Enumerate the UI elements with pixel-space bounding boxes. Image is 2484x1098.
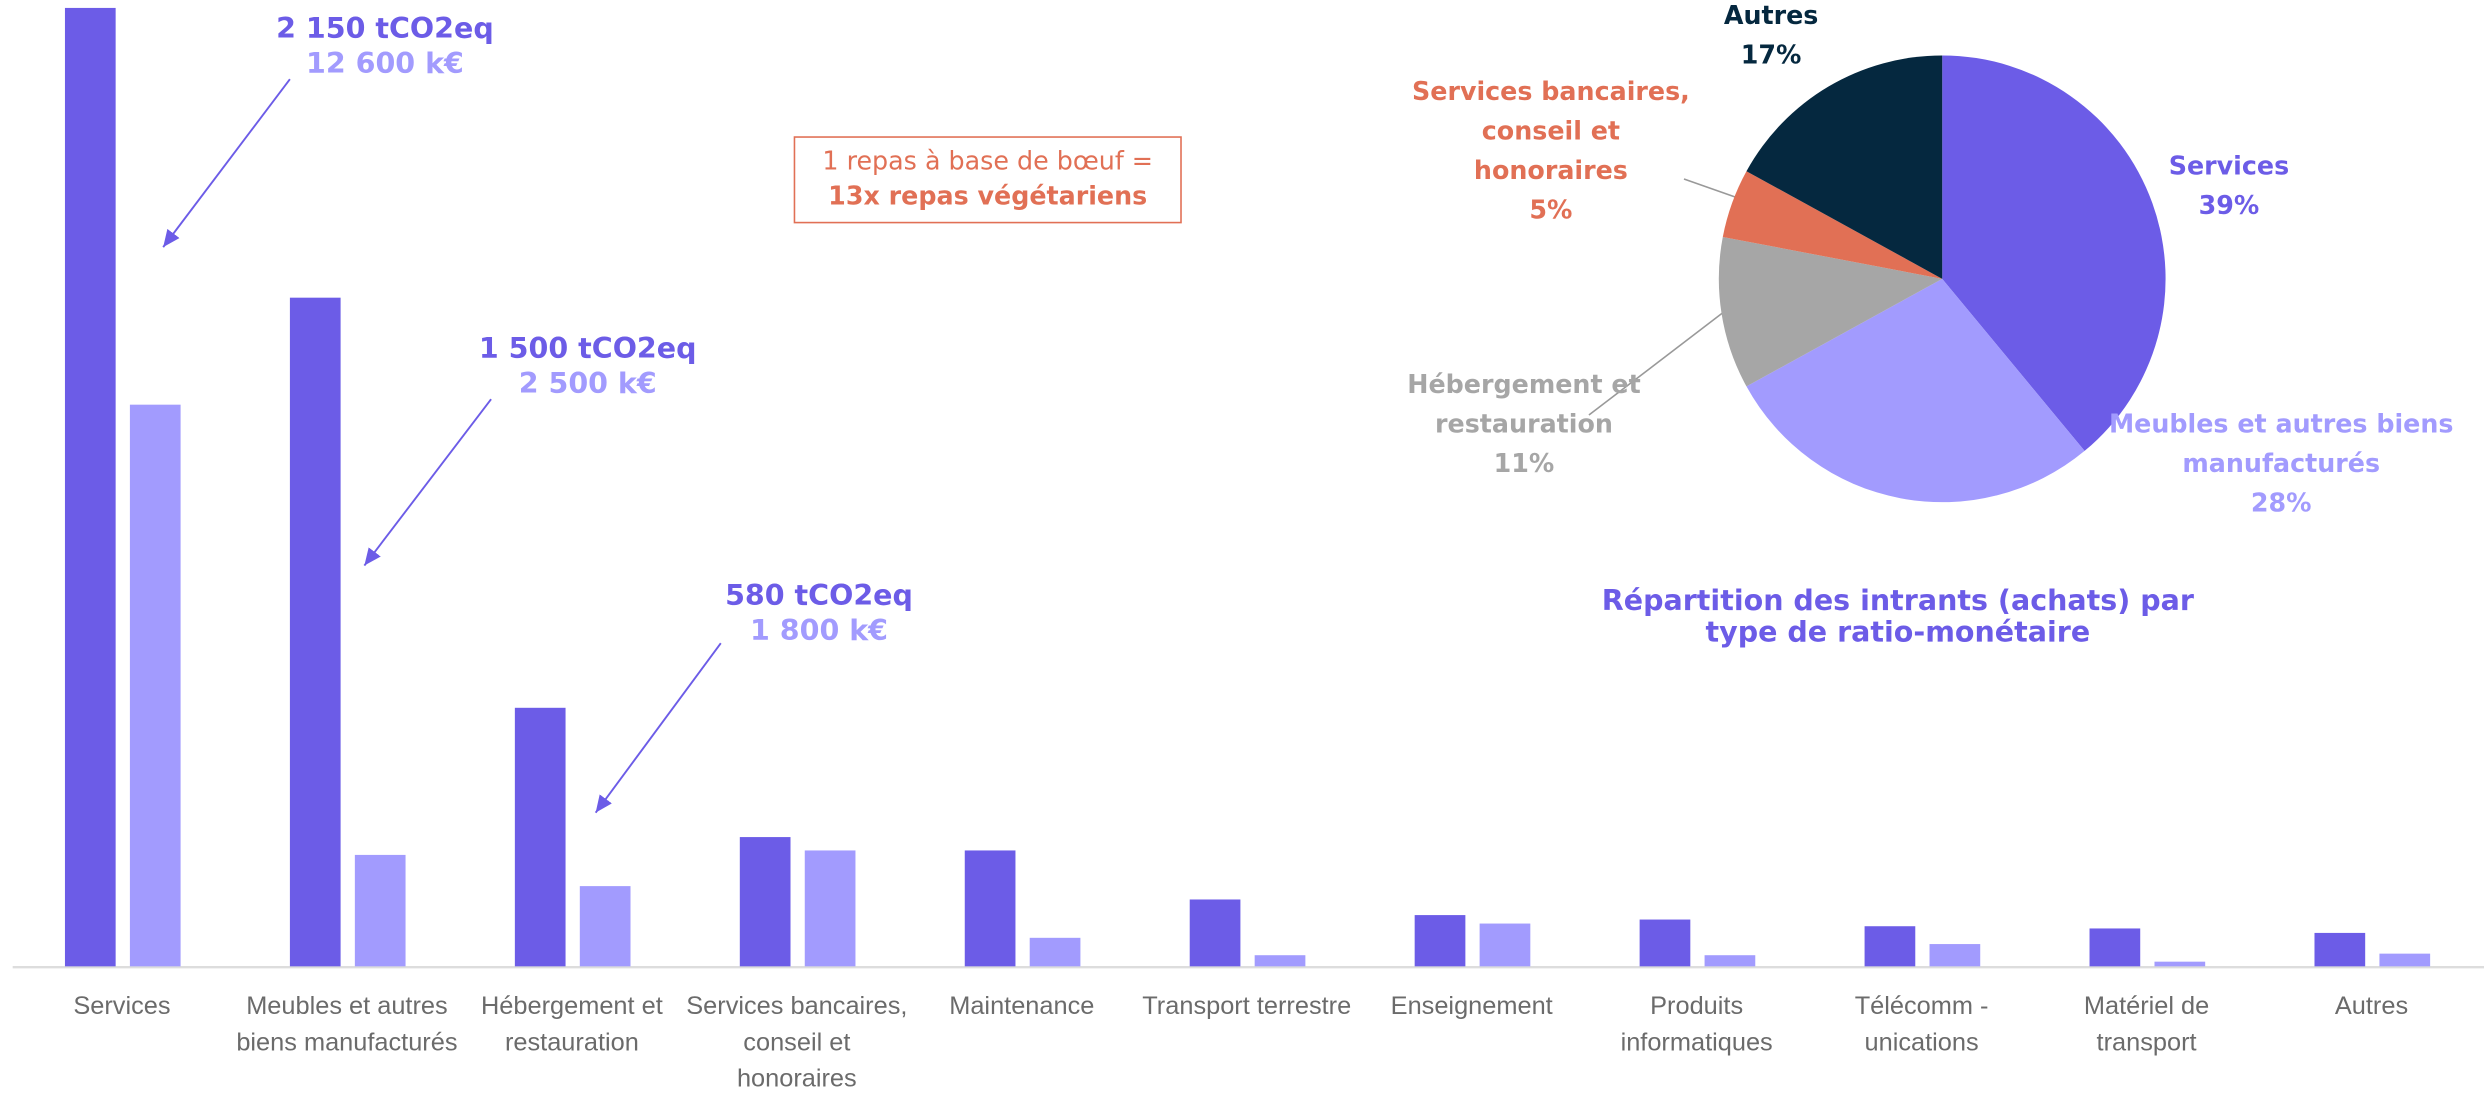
pie-label-value: 11% [1493, 448, 1555, 479]
bar [289, 297, 341, 967]
pie-label-value: 28% [2250, 487, 2312, 519]
value-label: 2 150 tCO2eq [276, 12, 494, 46]
bar [1704, 955, 1756, 967]
x-tick-label: Transport terrestre [1142, 993, 1352, 1021]
bar [2089, 928, 2141, 967]
pie-label: Meubles et autres biens manufacturés 28% [2107, 404, 2456, 523]
x-tick-label: Produits informatiques [1620, 993, 1773, 1057]
bar [1189, 899, 1241, 967]
arrow [162, 78, 291, 248]
pie-slice [1718, 236, 1943, 387]
x-tick-label: Services [73, 993, 171, 1021]
bar [64, 7, 116, 967]
bar [514, 707, 566, 967]
pie-label-name: Autres [1723, 0, 1819, 31]
arrow [363, 398, 492, 567]
x-tick-label: Autres [2334, 993, 2409, 1021]
pie-label-value: 17% [1740, 39, 1802, 70]
value-label: 580 tCO2eq [725, 579, 913, 614]
bar [1639, 919, 1691, 967]
x-tick-label: Télécomm - unications [1854, 993, 1989, 1057]
bar [1254, 955, 1306, 967]
bar [1929, 944, 1981, 967]
bar [739, 837, 791, 967]
x-tick-label: Meubles et autres biens manufacturés [236, 993, 458, 1057]
bar [579, 886, 631, 967]
pie-slice [1746, 55, 1943, 279]
arrow [594, 642, 722, 814]
callout-line: 1 repas à base de bœuf = [822, 145, 1154, 176]
pie-title: Répartition des intrants (achats) par ty… [1601, 584, 2194, 650]
pie-slice [1942, 55, 2166, 451]
value-label: 1 500 tCO2eq [478, 332, 697, 366]
bar [129, 404, 181, 967]
pie-label-value: 5% [1529, 194, 1573, 225]
callout: 1 repas à base de bœuf = 13x repas végét… [793, 136, 1182, 224]
pie-slice [1722, 171, 1943, 279]
x-tick-label: Maintenance [949, 993, 1095, 1021]
pie-label-name: Meubles et autres biens manufacturés [2108, 408, 2454, 479]
pie-label: Services 39% [2134, 146, 2324, 225]
bar [1029, 937, 1081, 967]
bar [2379, 953, 2431, 967]
x-tick-label: Services bancaires, conseil et honoraire… [686, 993, 908, 1094]
callout-line: 13x repas végétariens [828, 180, 1148, 211]
pie-label-name: Services [2168, 150, 2290, 181]
pie-label-name: Hébergement et restauration [1407, 369, 1641, 439]
bar [1864, 926, 1916, 967]
bar [354, 854, 406, 967]
x-tick-label: Matériel de transport [2083, 993, 2210, 1057]
leader-line [1588, 311, 1725, 416]
bar [804, 850, 856, 967]
pie-label-value: 39% [2198, 190, 2260, 221]
leader-line [1683, 178, 1743, 201]
pie-slice [1746, 278, 2085, 503]
pie-label: Autres 17% [1708, 0, 1835, 74]
bar [1479, 923, 1531, 967]
bar [2154, 961, 2206, 967]
value-label: 1 800 k€ [749, 614, 889, 648]
x-tick-label: Enseignement [1390, 993, 1553, 1021]
bar [2314, 932, 2366, 967]
value-label: 2 500 k€ [518, 367, 657, 401]
pie-label-name: Services bancaires, conseil et honoraire… [1411, 76, 1690, 186]
bar [1414, 915, 1466, 967]
pie-label: Services bancaires, conseil et honoraire… [1400, 71, 1701, 229]
value-label: 12 600 k€ [306, 47, 464, 81]
pie-label: Hébergement et restauration 11% [1397, 364, 1650, 483]
x-tick-label: Hébergement et restauration [480, 993, 663, 1057]
bar [964, 850, 1016, 967]
